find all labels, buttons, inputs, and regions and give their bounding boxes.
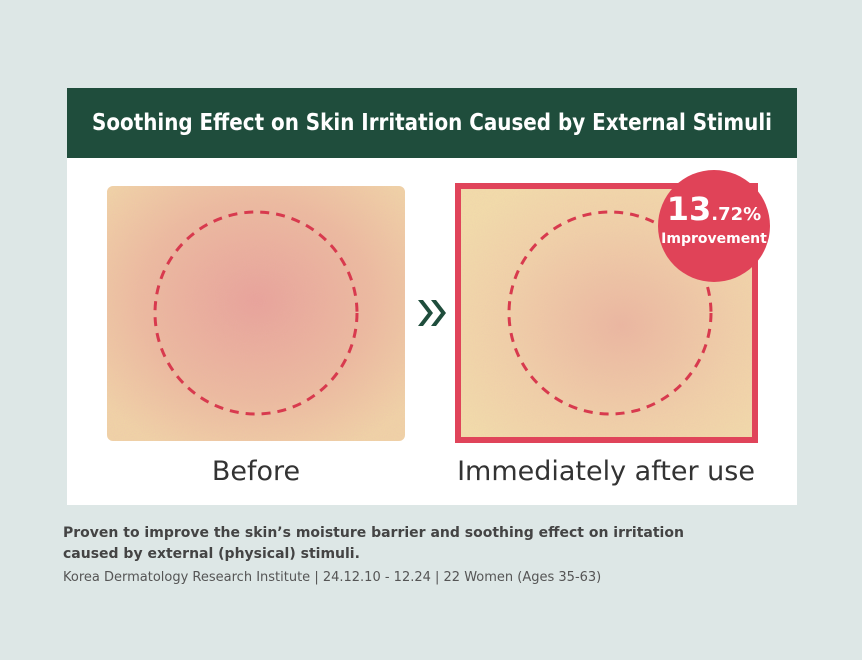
header-bar — [67, 88, 797, 158]
title: Soothing Effect on Skin Irritation Cause… — [92, 110, 772, 136]
panel-label: Immediately after use — [457, 456, 755, 487]
after-circle — [507, 210, 713, 416]
before-texture — [107, 186, 405, 441]
panel-label: Before — [212, 456, 300, 487]
before-circle — [153, 210, 359, 416]
badge-value: 13.72% — [667, 190, 761, 228]
badge — [658, 170, 770, 282]
caption-source: Korea Dermatology Research Institute | 2… — [63, 570, 601, 585]
arrow — [418, 300, 446, 326]
caption-line: Proven to improve the skin’s moisture ba… — [63, 525, 684, 541]
after-frame — [455, 183, 758, 443]
badge-label: Improvement — [661, 231, 767, 247]
caption-line: caused by external (physical) stimuli. — [63, 546, 360, 562]
